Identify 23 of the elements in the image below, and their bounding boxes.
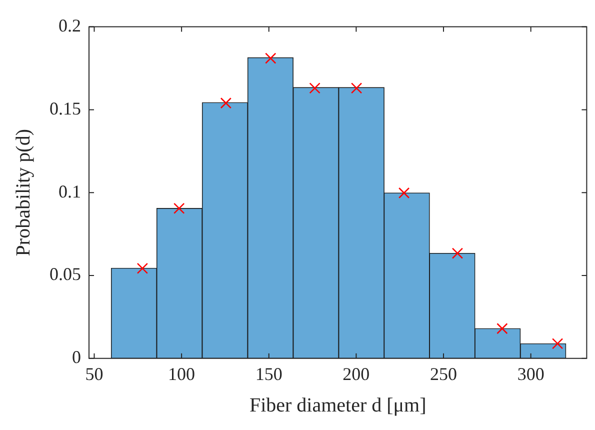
- point: [350, 82, 362, 94]
- y-tick-label: 0.1: [58, 181, 81, 202]
- x-tick-label: 100: [168, 364, 196, 384]
- x-tick-label: 200: [342, 364, 370, 384]
- y-axis-title: Probability p(d): [12, 128, 34, 256]
- x-tick-label: 50: [85, 364, 104, 384]
- y-tick-label: 0.2: [58, 16, 81, 36]
- point: [174, 202, 185, 214]
- y-tick-label: 0: [72, 347, 81, 368]
- x-tick-label: 250: [430, 364, 457, 384]
- point: [552, 338, 564, 350]
- point: [398, 187, 410, 199]
- x-axis-title: Fiber diameter d [μm]: [249, 394, 426, 416]
- y-tick-label: 0.15: [50, 98, 81, 118]
- point: [265, 52, 276, 64]
- point: [220, 97, 232, 109]
- x-tick-label: 150: [255, 364, 282, 384]
- point: [452, 248, 464, 259]
- point: [496, 322, 508, 334]
- y-tick-label: 0.05: [50, 264, 81, 284]
- point: [136, 262, 148, 274]
- x-tick-label: 300: [517, 364, 544, 384]
- point: [309, 82, 320, 94]
